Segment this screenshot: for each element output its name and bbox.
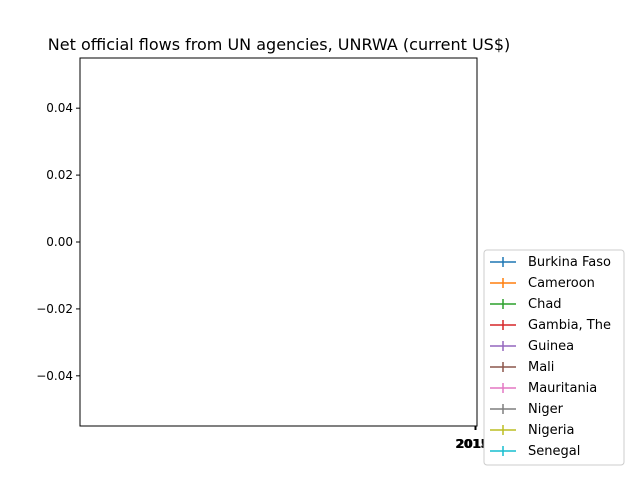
x-tick-label: 2015 (455, 437, 488, 451)
legend-label: Mali (528, 360, 554, 375)
legend-label: Niger (528, 402, 564, 417)
plot-area (79, 57, 478, 427)
x-tick-label: 2016 (456, 437, 489, 451)
legend-label: Gambia, The (528, 318, 611, 333)
y-axis: 0.04 0.02 0.00 −0.02 −0.04 (36, 101, 80, 383)
legend-item: Burkina Faso (490, 255, 611, 270)
legend-label: Cameroon (528, 276, 595, 291)
y-tick-label: −0.02 (36, 302, 73, 316)
y-tick-label: 0.02 (46, 168, 73, 182)
legend-item: Mali (490, 360, 554, 375)
chart-title: Net official flows from UN agencies, UNR… (48, 35, 510, 54)
legend-item: Gambia, The (490, 318, 611, 333)
y-tick-label: −0.04 (36, 369, 73, 383)
y-tick-label: 0.04 (46, 101, 73, 115)
legend-label: Burkina Faso (528, 255, 611, 270)
legend-item: Niger (490, 402, 564, 417)
legend-item: Senegal (490, 444, 580, 459)
legend-box (483, 249, 625, 466)
legend: Burkina Faso Cameroon Chad Gambia, The Guine… (483, 249, 625, 466)
legend-item: Guinea (490, 339, 574, 354)
legend-label: Chad (528, 297, 562, 312)
y-tick-label: 0.00 (46, 235, 73, 249)
legend-item: Mauritania (490, 381, 597, 396)
legend-label: Nigeria (528, 423, 575, 438)
legend-item: Chad (490, 297, 562, 312)
legend-item: Nigeria (490, 423, 575, 438)
legend-item: Cameroon (490, 276, 595, 291)
legend-label: Mauritania (528, 381, 597, 396)
legend-label: Guinea (528, 339, 574, 354)
legend-label: Senegal (528, 444, 580, 459)
